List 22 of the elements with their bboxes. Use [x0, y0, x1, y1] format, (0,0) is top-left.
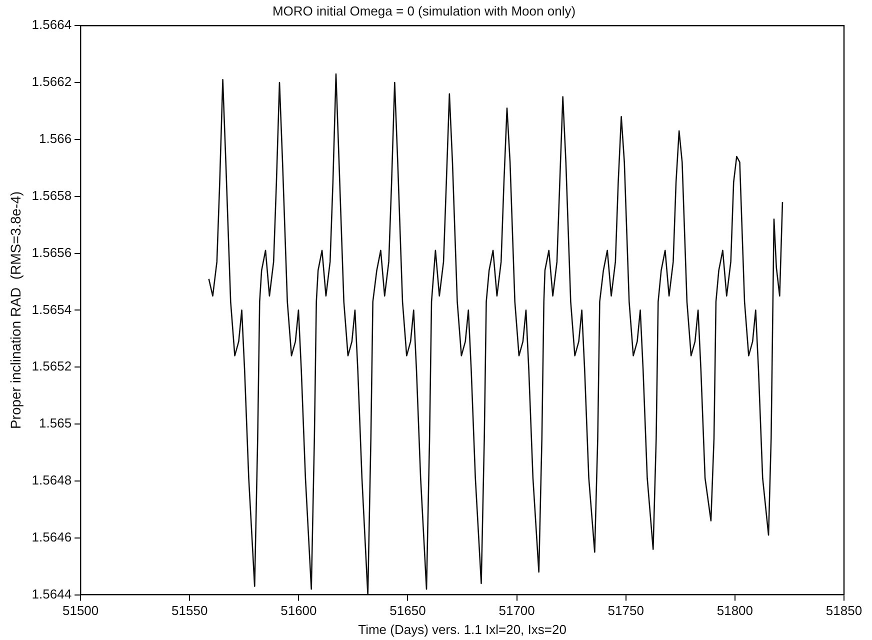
x-tick-label: 51700 — [498, 603, 535, 618]
x-tick-label: 51750 — [608, 603, 644, 618]
y-tick-label: 1.5652 — [32, 358, 72, 374]
y-tick-label: 1.5658 — [32, 188, 72, 203]
chart-title: MORO initial Omega = 0 (simulation with Moon only) — [272, 3, 576, 18]
y-tick-label: 1.5656 — [32, 244, 72, 260]
y-tick-label: 1.5662 — [32, 74, 72, 90]
y-tick-label: 1.5644 — [32, 586, 72, 602]
y-tick-label: 1.5654 — [32, 302, 72, 317]
x-tick-label: 51500 — [62, 603, 99, 618]
y-axis-title: Proper inclination RAD (RMS=3.8e-4) — [7, 191, 24, 430]
x-tick-label: 51550 — [172, 603, 208, 618]
y-tick-label: 1.566 — [39, 131, 72, 146]
y-tick-label: 1.5648 — [32, 472, 72, 488]
y-tick-label: 1.5664 — [32, 17, 72, 32]
x-axis-title: Time (Days) vers. 1.1 Ixl=20, Ixs=20 — [358, 622, 566, 637]
y-tick-label: 1.565 — [39, 416, 72, 431]
x-tick-label: 51800 — [716, 603, 754, 618]
y-tick-label: 1.5646 — [32, 529, 72, 544]
x-tick-label: 51850 — [826, 603, 862, 618]
x-tick-label: 51650 — [390, 603, 426, 618]
x-tick-label: 51600 — [280, 603, 317, 618]
